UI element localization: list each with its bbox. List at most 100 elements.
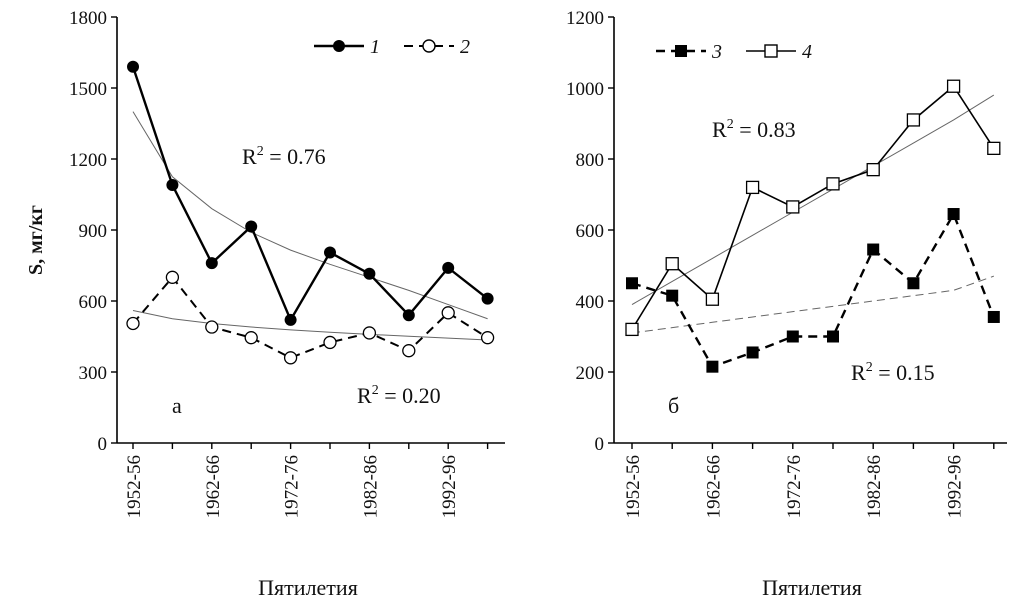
legend-3-text: 3: [711, 41, 722, 63]
trend-line-1: [132, 111, 488, 320]
point-2: [283, 351, 298, 365]
series-line-1: [131, 66, 489, 323]
point-4: [826, 177, 840, 191]
point-2: [323, 335, 337, 350]
point-2: [126, 316, 140, 331]
a-r2-series-1: R2 = 0.76: [242, 144, 326, 169]
y-tick-label: 1800: [69, 8, 107, 29]
x-tick-label: 1982-86: [360, 455, 381, 518]
trend-line-3: [631, 275, 994, 334]
point-2: [402, 344, 416, 358]
a-series-lines: [131, 66, 489, 359]
legend-2-marker: [422, 39, 436, 53]
point-3: [827, 330, 839, 343]
point-1: [363, 267, 376, 280]
point-1: [166, 179, 179, 192]
x-tick-label: 1982-86: [864, 455, 885, 518]
series-line-4: [631, 85, 995, 330]
x-tick-label: 1962-66: [703, 455, 724, 518]
point-4: [946, 79, 961, 93]
point-1: [205, 257, 218, 270]
x-tick-label: 1992-96: [439, 455, 460, 518]
point-1: [127, 60, 139, 73]
y-tick-label: 200: [576, 363, 605, 384]
series-line-2: [132, 275, 489, 359]
point-1: [245, 220, 258, 233]
point-4: [987, 141, 1001, 156]
y-tick-label: 1200: [69, 150, 107, 171]
y-tick-label: 900: [79, 221, 108, 242]
point-4: [745, 180, 760, 195]
y-tick-label: 300: [79, 363, 108, 384]
x-tick-label: 1952-56: [623, 455, 644, 518]
point-4: [665, 257, 679, 271]
point-4: [625, 322, 639, 337]
a-axes: 0 300 600 900 1200 1500 1800 1952-56 1962-66 1972…: [69, 8, 505, 518]
point-1: [284, 313, 297, 326]
point-3: [626, 277, 638, 290]
point-1: [324, 246, 336, 259]
legend-1-marker: [333, 40, 345, 52]
panel-a: 0 300 600 900 1200 1500 1800 1952-56 1962-66 1972…: [25, 8, 505, 600]
point-3: [867, 243, 880, 256]
a-panel-label: а: [172, 393, 182, 418]
point-2: [480, 331, 495, 345]
legend-2-text: 2: [460, 36, 470, 58]
a-r2-series-2: R2 = 0.20: [357, 383, 441, 408]
point-3: [786, 330, 799, 343]
point-3: [746, 346, 759, 359]
y-tick-label: 1500: [69, 79, 107, 100]
a-legend: 1 2: [314, 36, 470, 58]
y-tick-label: 0: [595, 434, 605, 455]
y-tick-label: 600: [79, 292, 108, 313]
legend-4-marker: [764, 44, 778, 58]
point-2: [165, 270, 180, 284]
point-3: [907, 277, 920, 290]
y-tick-label: 1000: [566, 79, 604, 100]
b-trend-lines: [631, 94, 995, 334]
x-tick-label: 1992-96: [945, 455, 966, 518]
legend-1-text: 1: [370, 36, 380, 58]
point-3: [706, 360, 719, 373]
legend-4-text: 4: [802, 41, 812, 63]
a-trend-lines: [132, 111, 488, 341]
x-tick-label: 1972-76: [784, 455, 805, 518]
point-2: [205, 320, 219, 334]
b-legend: 3 4: [656, 41, 812, 63]
x-tick-label: 1952-56: [124, 455, 145, 518]
b-panel-label: б: [668, 393, 679, 418]
b-r2-series-4: R2 = 0.83: [712, 117, 796, 142]
point-2: [362, 326, 377, 340]
point-4: [705, 292, 720, 306]
x-tick-label: 1962-66: [203, 455, 224, 518]
b-series-lines: [631, 85, 995, 369]
b-markers: [625, 79, 1001, 373]
y-tick-label: 800: [576, 150, 605, 171]
series-line-3: [631, 211, 995, 369]
y-tick-label: 400: [576, 292, 605, 313]
b-r2-series-3: R2 = 0.15: [851, 360, 935, 385]
point-2: [244, 331, 258, 345]
point-1: [402, 309, 415, 322]
a-x-axis-title: Пятилетия: [258, 575, 358, 600]
a-y-axis-title: S, мг/кг: [25, 205, 47, 275]
trend-line-4: [631, 94, 995, 305]
y-tick-label: 0: [98, 434, 108, 455]
point-1: [442, 261, 455, 274]
point-2: [441, 306, 455, 320]
point-4: [906, 113, 921, 127]
point-3: [947, 208, 960, 221]
a-markers: [126, 60, 495, 365]
y-tick-label: 600: [576, 221, 605, 242]
point-3: [987, 310, 1000, 323]
b-axes: 0 200 400 600 800 1000 1200 1952-56 1962-66 1972-…: [566, 8, 1007, 518]
point-3: [666, 289, 679, 302]
b-x-axis-title: Пятилетия: [762, 575, 862, 600]
y-tick-label: 1200: [566, 8, 604, 29]
trend-line-2: [132, 309, 488, 341]
point-4: [786, 200, 800, 214]
point-1: [481, 292, 494, 305]
legend-3-marker: [675, 45, 687, 57]
point-4: [866, 162, 880, 177]
